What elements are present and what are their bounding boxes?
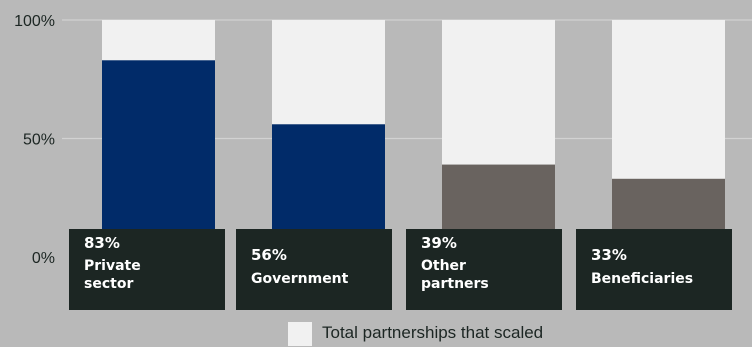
- category-label-box: 83% Private sector: [69, 229, 225, 310]
- y-tick-label: 0%: [32, 250, 55, 267]
- y-tick-label: 100%: [14, 13, 55, 30]
- y-tick-label: 50%: [23, 132, 55, 149]
- y-axis: 0% 50% 100%: [14, 13, 55, 267]
- value-label: 56%: [251, 246, 287, 264]
- value-label: 33%: [591, 246, 627, 264]
- category-label-box: 33% Beneficiaries: [576, 229, 732, 310]
- legend-swatch: [288, 322, 312, 346]
- category-label: Other partners: [421, 258, 489, 292]
- value-label: 39%: [421, 234, 457, 252]
- category-label: Private sector: [84, 258, 141, 292]
- category-label-box: 39% Other partners: [406, 229, 562, 310]
- category-label: Beneficiaries: [591, 271, 694, 287]
- category-label: Government: [251, 271, 349, 287]
- category-label-box: 56% Government: [236, 229, 392, 310]
- value-label: 83%: [84, 234, 120, 252]
- legend-label: Total partnerships that scaled: [322, 323, 544, 342]
